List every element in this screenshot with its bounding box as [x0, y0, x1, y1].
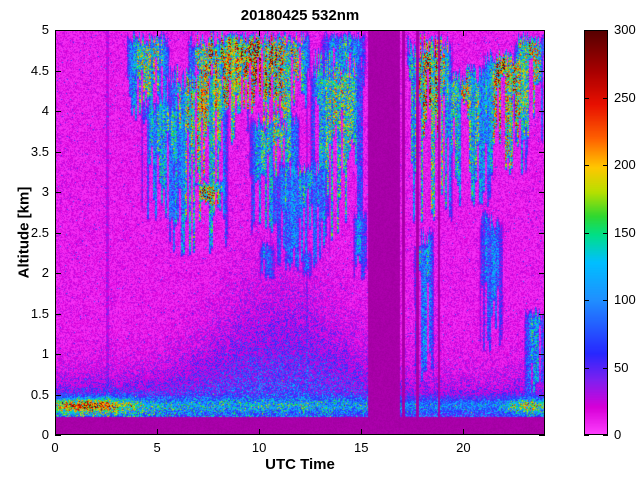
y-tick-mark — [55, 111, 61, 112]
colorbar-tick-label: 200 — [614, 157, 636, 172]
y-tick-mark-right — [539, 151, 545, 153]
colorbar-tick-mark — [603, 30, 608, 31]
y-tick-mark-right — [539, 70, 545, 72]
colorbar-tick-mark-left — [584, 232, 589, 234]
y-tick-mark — [55, 435, 61, 436]
x-tick-label: 20 — [456, 440, 471, 455]
y-tick-label: 1 — [41, 346, 49, 361]
y-tick-mark-right — [539, 313, 545, 315]
y-tick-mark-right — [539, 232, 545, 234]
y-tick-label: 3 — [41, 184, 49, 199]
y-tick-mark-right — [539, 273, 545, 274]
x-tick-mark-top — [55, 30, 56, 36]
colorbar-tick-mark — [603, 435, 608, 436]
y-tick-label: 2 — [41, 265, 49, 280]
heatmap-canvas — [55, 30, 545, 435]
x-tick-mark — [463, 429, 465, 435]
colorbar-tick-label: 50 — [614, 359, 629, 375]
x-tick-mark — [55, 429, 56, 435]
colorbar-tick-mark — [603, 367, 608, 369]
x-tick-mark — [157, 429, 159, 435]
y-tick-label: 0 — [41, 427, 49, 442]
y-tick-mark-right — [539, 30, 545, 31]
y-tick-mark — [55, 232, 61, 234]
y-tick-mark-right — [539, 111, 545, 112]
colorbar-tick-label: 250 — [614, 89, 636, 105]
colorbar-tick-label: 0 — [614, 427, 622, 442]
x-tick-label: 15 — [354, 440, 369, 455]
y-tick-mark — [55, 192, 61, 193]
axes-box — [55, 30, 545, 435]
x-tick-mark-top — [463, 30, 465, 36]
colorbar-tick-label: 100 — [614, 292, 636, 307]
colorbar-tick-mark-left — [584, 97, 589, 99]
y-tick-label: 4 — [41, 103, 49, 118]
y-tick-mark — [55, 354, 61, 355]
x-tick-label: 0 — [51, 440, 59, 455]
y-tick-mark-right — [539, 435, 545, 436]
colorbar-tick-mark-left — [584, 435, 589, 436]
colorbar-tick-mark — [603, 300, 608, 301]
x-tick-mark — [361, 429, 363, 435]
colorbar-tick-mark-left — [584, 165, 589, 166]
x-tick-label: 10 — [251, 440, 267, 455]
y-tick-label: 3.5 — [30, 143, 49, 159]
y-tick-mark — [55, 70, 61, 72]
colorbar-tick-mark — [603, 232, 608, 234]
x-axis-label: UTC Time — [265, 456, 335, 473]
colorbar-tick-label: 300 — [614, 22, 636, 37]
x-tick-mark — [259, 429, 261, 435]
colorbar-tick-mark-left — [584, 300, 589, 301]
x-tick-label: 5 — [153, 440, 161, 455]
y-tick-label: 0.5 — [30, 386, 49, 402]
y-tick-mark-right — [539, 192, 545, 193]
y-tick-mark — [55, 30, 61, 31]
colorbar-tick-mark — [603, 97, 608, 99]
colorbar-tick-mark — [603, 165, 608, 166]
x-tick-mark-top — [259, 30, 261, 36]
y-tick-label: 4.5 — [30, 62, 49, 78]
y-tick-label: 2.5 — [30, 224, 49, 240]
y-tick-mark — [55, 151, 61, 153]
y-tick-label: 5 — [41, 22, 49, 37]
x-tick-mark-top — [157, 30, 159, 36]
colorbar-tick-mark-left — [584, 367, 589, 369]
colorbar-tick-mark-left — [584, 30, 589, 31]
y-tick-mark-right — [539, 394, 545, 396]
plot-title: 20180425 532nm — [240, 7, 360, 24]
y-tick-label: 1.5 — [30, 305, 49, 321]
y-tick-mark — [55, 313, 61, 315]
colorbar-tick-label: 150 — [614, 224, 636, 240]
y-tick-mark — [55, 394, 61, 396]
x-tick-mark-top — [361, 30, 363, 36]
y-tick-mark — [55, 273, 61, 274]
y-tick-mark-right — [539, 354, 545, 355]
